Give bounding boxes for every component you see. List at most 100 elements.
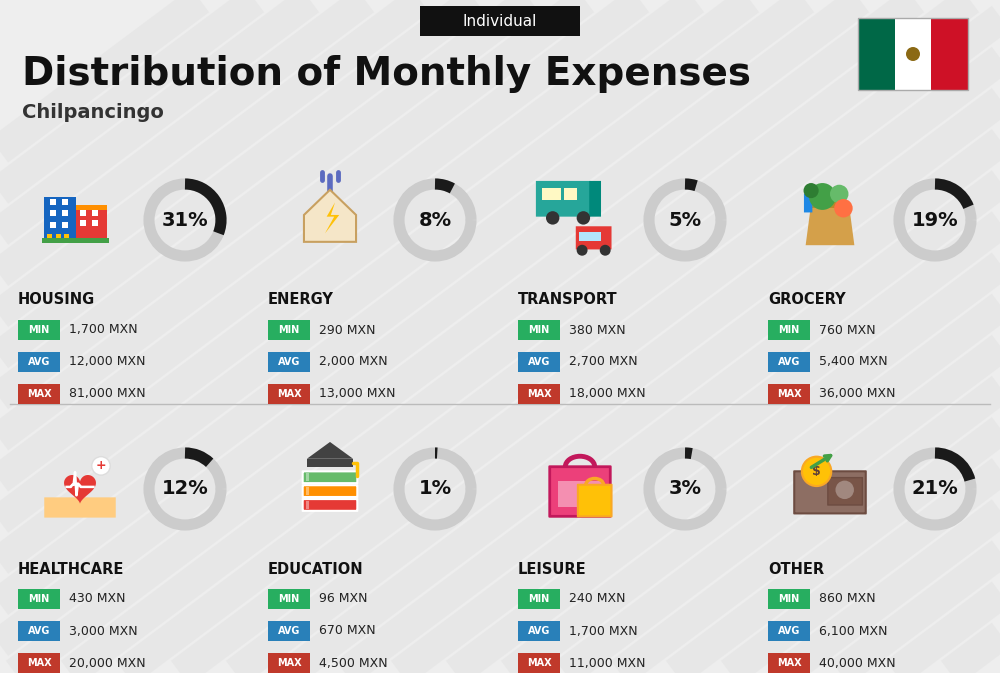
Text: 3%: 3% [668,479,702,499]
Text: 760 MXN: 760 MXN [819,324,876,336]
Text: MIN: MIN [278,594,300,604]
Text: 40,000 MXN: 40,000 MXN [819,656,896,670]
FancyBboxPatch shape [80,221,86,226]
Text: AVG: AVG [278,626,300,636]
FancyBboxPatch shape [268,352,310,372]
Circle shape [600,245,611,256]
Polygon shape [64,475,96,504]
FancyBboxPatch shape [550,466,610,516]
FancyBboxPatch shape [576,226,612,250]
Text: 5,400 MXN: 5,400 MXN [819,355,888,369]
FancyBboxPatch shape [80,210,86,216]
FancyBboxPatch shape [518,384,560,404]
FancyBboxPatch shape [518,589,560,609]
Text: 1,700 MXN: 1,700 MXN [69,324,138,336]
Text: MAX: MAX [777,658,801,668]
FancyBboxPatch shape [64,234,69,242]
Text: AVG: AVG [28,357,50,367]
Text: 2,000 MXN: 2,000 MXN [319,355,388,369]
FancyBboxPatch shape [56,234,61,242]
FancyBboxPatch shape [564,188,577,200]
FancyBboxPatch shape [768,352,810,372]
Text: 2,700 MXN: 2,700 MXN [569,355,638,369]
FancyBboxPatch shape [62,210,68,216]
FancyBboxPatch shape [92,221,98,226]
FancyBboxPatch shape [268,621,310,641]
Text: 3,000 MXN: 3,000 MXN [69,625,138,637]
FancyBboxPatch shape [44,197,76,241]
Text: Individual: Individual [463,13,537,28]
FancyBboxPatch shape [62,221,68,227]
Text: AVG: AVG [278,357,300,367]
FancyBboxPatch shape [47,234,52,242]
FancyBboxPatch shape [62,199,68,205]
FancyBboxPatch shape [768,621,810,641]
Text: +: + [96,460,106,472]
Text: AVG: AVG [28,626,50,636]
Text: GROCERY: GROCERY [768,293,846,308]
FancyBboxPatch shape [794,471,866,513]
FancyBboxPatch shape [518,320,560,340]
Text: MIN: MIN [28,594,50,604]
Circle shape [830,184,848,203]
FancyBboxPatch shape [420,6,580,36]
Text: MAX: MAX [527,389,551,399]
Text: MIN: MIN [778,325,800,335]
FancyBboxPatch shape [303,499,357,511]
Text: 5%: 5% [668,211,702,229]
FancyBboxPatch shape [578,485,612,516]
Circle shape [577,211,590,225]
FancyBboxPatch shape [768,384,810,404]
FancyBboxPatch shape [50,210,56,216]
FancyBboxPatch shape [303,485,357,497]
Text: LEISURE: LEISURE [518,561,587,577]
FancyBboxPatch shape [931,18,968,90]
FancyBboxPatch shape [268,653,310,673]
Text: 31%: 31% [162,211,208,229]
FancyBboxPatch shape [542,188,561,200]
Text: MAX: MAX [277,389,301,399]
Text: MAX: MAX [277,658,301,668]
Text: MIN: MIN [528,325,550,335]
Text: 18,000 MXN: 18,000 MXN [569,388,646,400]
Polygon shape [806,204,854,245]
FancyBboxPatch shape [18,621,60,641]
Text: TRANSPORT: TRANSPORT [518,293,618,308]
Text: MAX: MAX [27,658,51,668]
Text: MIN: MIN [278,325,300,335]
FancyBboxPatch shape [768,589,810,609]
FancyBboxPatch shape [558,481,602,507]
Text: 21%: 21% [912,479,958,499]
Text: 8%: 8% [418,211,452,229]
FancyBboxPatch shape [92,210,98,216]
Text: MIN: MIN [778,594,800,604]
FancyBboxPatch shape [44,497,116,518]
Text: $: $ [812,465,821,478]
FancyBboxPatch shape [18,589,60,609]
FancyBboxPatch shape [306,473,309,481]
Text: 81,000 MXN: 81,000 MXN [69,388,146,400]
FancyBboxPatch shape [518,653,560,673]
Text: AVG: AVG [778,626,800,636]
Text: 96 MXN: 96 MXN [319,592,368,606]
Polygon shape [304,190,356,242]
Text: HOUSING: HOUSING [18,293,95,308]
Circle shape [809,183,836,210]
FancyBboxPatch shape [18,384,60,404]
Text: 20,000 MXN: 20,000 MXN [69,656,146,670]
Text: MIN: MIN [528,594,550,604]
Text: MAX: MAX [527,658,551,668]
Text: Chilpancingo: Chilpancingo [22,103,164,122]
Polygon shape [325,203,339,234]
FancyBboxPatch shape [268,589,310,609]
FancyBboxPatch shape [268,384,310,404]
FancyBboxPatch shape [306,501,309,509]
FancyBboxPatch shape [76,205,107,211]
Text: 670 MXN: 670 MXN [319,625,376,637]
FancyBboxPatch shape [42,238,109,243]
FancyBboxPatch shape [811,201,849,208]
Circle shape [92,457,110,475]
Text: 430 MXN: 430 MXN [69,592,126,606]
Text: OTHER: OTHER [768,561,824,577]
FancyBboxPatch shape [768,653,810,673]
